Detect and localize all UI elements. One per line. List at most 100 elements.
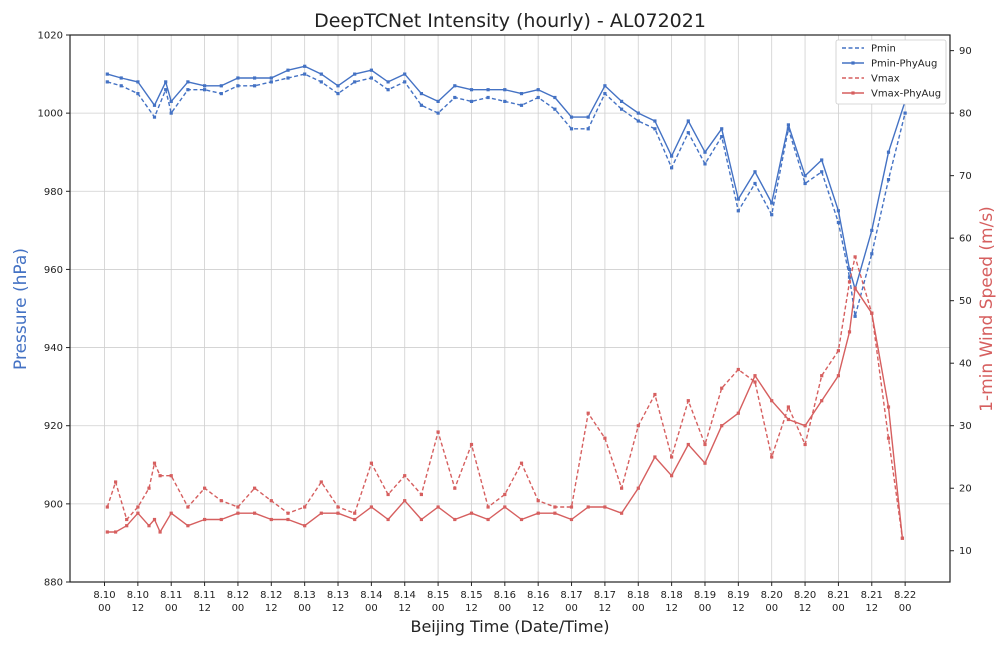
data-point-vmax-phyaug <box>436 505 440 509</box>
data-point-pmin-phyaug <box>770 201 774 205</box>
data-point-vmax <box>853 255 857 259</box>
data-point-vmax-phyaug <box>386 517 390 522</box>
data-point-vmax-phyaug <box>803 424 807 428</box>
data-point-pmin <box>569 127 574 131</box>
data-point-pmin <box>503 99 507 103</box>
data-point-vmax <box>152 461 157 465</box>
data-point-vmax <box>486 505 490 509</box>
data-point-pmin-phyaug <box>336 84 340 88</box>
data-point-vmax <box>519 461 524 465</box>
series-pmin <box>105 72 907 318</box>
data-point-vmax <box>203 486 207 490</box>
x-tick-label-date: 8.17 <box>594 590 616 601</box>
x-tick-label-hour: 12 <box>732 603 745 614</box>
data-point-vmax <box>403 474 407 478</box>
data-point-vmax-phyaug <box>336 511 340 515</box>
data-point-vmax <box>158 474 162 478</box>
data-point-vmax <box>753 380 757 384</box>
x-tick-label-date: 8.11 <box>193 590 215 601</box>
data-point-vmax-phyaug <box>158 530 162 534</box>
data-point-pmin <box>186 88 190 92</box>
data-point-pmin <box>169 111 173 115</box>
data-point-pmin-phyaug <box>403 72 407 76</box>
data-point-pmin <box>453 95 457 100</box>
data-point-pmin-phyaug <box>369 68 373 72</box>
right-tick-label: 60 <box>959 234 972 245</box>
x-tick-label-date: 8.13 <box>327 590 349 601</box>
data-point-vmax <box>503 492 507 497</box>
right-axis-ticks: 10 20 30 40 50 60 70 80 90 <box>950 46 972 557</box>
data-point-vmax-phyaug <box>519 517 524 522</box>
grid-lines <box>70 34 950 583</box>
data-point-vmax <box>186 505 190 509</box>
left-tick-label: 1000 <box>38 109 63 120</box>
data-point-pmin-phyaug <box>353 72 357 76</box>
series-line-pmin-phyaug <box>107 65 906 290</box>
data-point-pmin <box>686 131 690 135</box>
data-point-pmin <box>303 72 307 76</box>
data-point-vmax <box>125 517 129 522</box>
data-point-vmax <box>636 424 640 428</box>
data-point-vmax-phyaug <box>770 399 774 403</box>
data-point-vmax <box>653 392 657 397</box>
right-tick-label: 80 <box>959 109 972 120</box>
data-point-vmax <box>569 505 574 509</box>
right-tick-label: 70 <box>959 171 972 182</box>
x-tick-label-date: 8.18 <box>627 590 649 601</box>
data-point-vmax-phyaug <box>636 486 640 490</box>
data-point-vmax <box>369 461 373 465</box>
data-point-pmin <box>486 95 490 100</box>
data-point-pmin-phyaug <box>236 76 240 80</box>
x-tick-label-hour: 00 <box>232 603 245 614</box>
data-point-vmax-phyaug <box>147 524 151 528</box>
data-point-vmax <box>603 436 607 440</box>
data-point-pmin <box>353 80 357 84</box>
data-point-pmin-phyaug <box>105 72 109 76</box>
data-point-pmin-phyaug <box>753 170 757 174</box>
data-point-vmax-phyaug <box>569 517 574 522</box>
data-point-vmax <box>886 436 891 440</box>
data-point-vmax <box>353 511 357 515</box>
data-point-pmin-phyaug <box>219 84 223 88</box>
legend-box <box>835 39 947 105</box>
data-point-vmax-phyaug <box>553 511 557 515</box>
data-point-pmin <box>803 181 807 186</box>
x-tick-label-date: 8.18 <box>660 590 682 601</box>
right-tick-label: 20 <box>959 484 972 495</box>
data-point-vmax <box>336 505 340 509</box>
data-point-pmin-phyaug <box>203 84 207 88</box>
data-point-vmax <box>770 455 774 459</box>
data-point-pmin <box>203 88 207 92</box>
x-tick-label-date: 8.15 <box>427 590 449 601</box>
left-tick-label: 940 <box>44 343 63 354</box>
data-point-vmax-phyaug <box>686 442 690 447</box>
data-point-vmax-phyaug <box>353 517 357 522</box>
data-point-vmax <box>686 399 690 403</box>
series-vmax-phyaug <box>105 286 904 540</box>
data-point-pmin-phyaug <box>820 158 824 162</box>
data-point-vmax <box>453 486 457 490</box>
data-point-vmax-phyaug <box>286 517 290 522</box>
data-point-vmax-phyaug <box>670 474 674 478</box>
data-point-vmax <box>269 499 273 503</box>
x-tick-label-hour: 12 <box>332 603 345 614</box>
x-tick-label-date: 8.19 <box>727 590 749 601</box>
data-point-vmax-phyaug <box>720 424 724 428</box>
x-tick-label-date: 8.15 <box>460 590 482 601</box>
x-tick-label-hour: 12 <box>465 603 478 614</box>
data-point-pmin <box>720 135 724 139</box>
data-point-vmax <box>105 505 109 509</box>
x-tick-label-date: 8.20 <box>761 590 783 601</box>
left-tick-label: 920 <box>44 421 63 432</box>
data-point-pmin-phyaug <box>419 92 423 96</box>
data-point-vmax-phyaug <box>269 517 273 522</box>
data-point-pmin <box>703 162 707 166</box>
data-point-vmax-phyaug <box>419 517 423 522</box>
data-point-pmin-phyaug <box>586 115 590 119</box>
x-tick-label-hour: 12 <box>665 603 678 614</box>
x-tick-label-date: 8.12 <box>227 590 249 601</box>
x-tick-label-date: 8.16 <box>494 590 516 601</box>
data-point-pmin-phyaug <box>164 80 168 84</box>
x-tick-label-hour: 12 <box>865 603 878 614</box>
x-tick-label-hour: 00 <box>699 603 712 614</box>
